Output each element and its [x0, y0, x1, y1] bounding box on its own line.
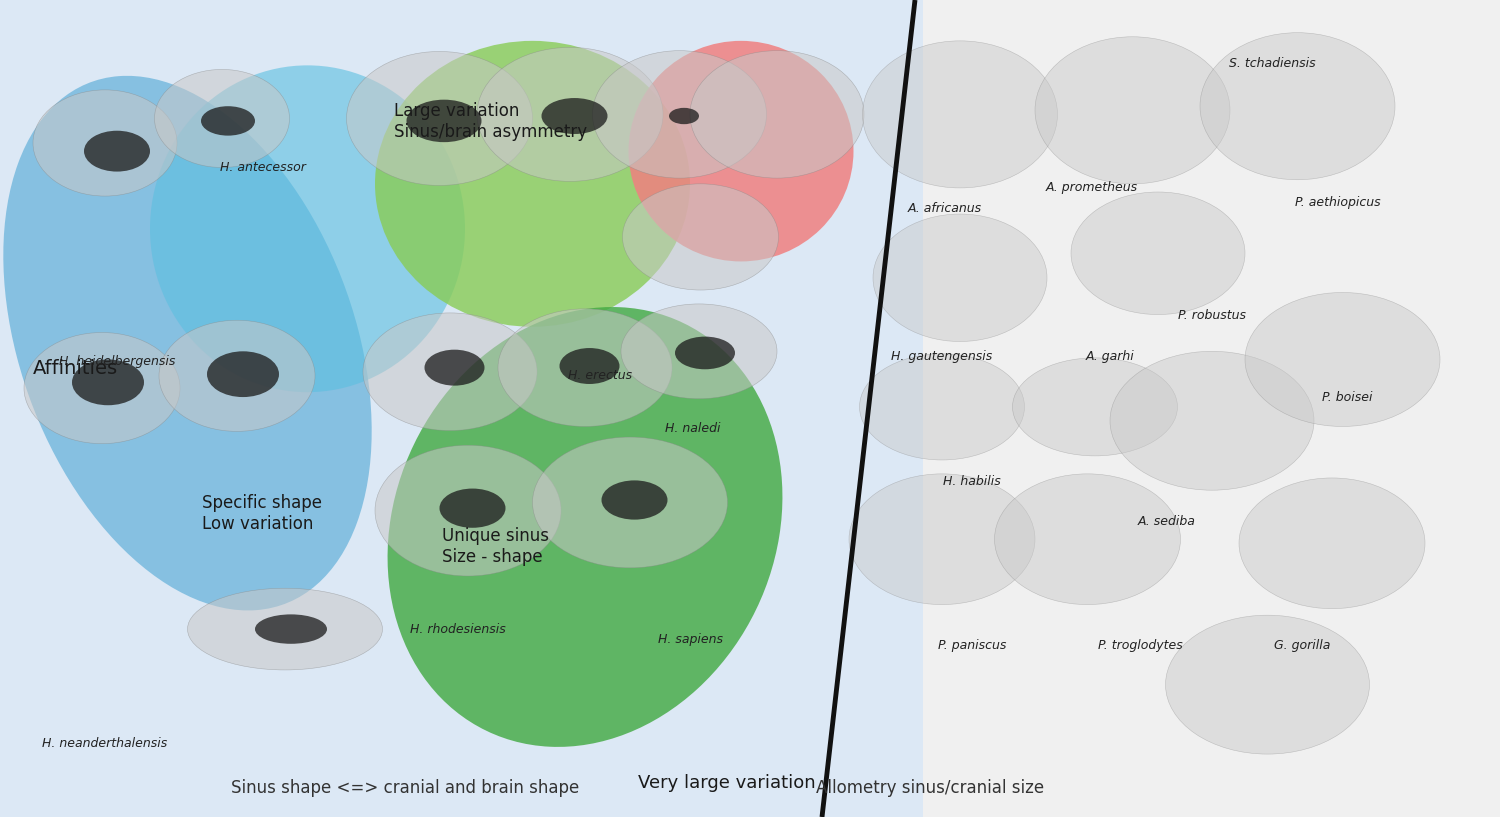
Text: P. robustus: P. robustus: [1178, 309, 1246, 322]
Text: H. antecessor: H. antecessor: [219, 161, 306, 174]
Ellipse shape: [406, 100, 482, 142]
Text: Unique sinus
Size - shape: Unique sinus Size - shape: [442, 527, 549, 565]
Ellipse shape: [375, 41, 690, 327]
Ellipse shape: [994, 474, 1180, 605]
Ellipse shape: [159, 320, 315, 431]
Text: A. sediba: A. sediba: [1138, 515, 1196, 528]
Ellipse shape: [424, 350, 484, 386]
Text: H. habilis: H. habilis: [944, 475, 1000, 489]
Ellipse shape: [150, 65, 465, 392]
Ellipse shape: [387, 307, 783, 747]
Ellipse shape: [602, 480, 668, 520]
Ellipse shape: [862, 41, 1058, 188]
Text: P. boisei: P. boisei: [1322, 391, 1372, 404]
Ellipse shape: [375, 445, 561, 576]
Ellipse shape: [188, 588, 382, 670]
Ellipse shape: [346, 51, 532, 185]
Ellipse shape: [477, 47, 663, 181]
Ellipse shape: [33, 90, 177, 196]
Ellipse shape: [72, 359, 144, 405]
Ellipse shape: [628, 41, 854, 261]
Text: P. troglodytes: P. troglodytes: [1098, 639, 1182, 652]
Ellipse shape: [498, 309, 672, 426]
Ellipse shape: [1200, 33, 1395, 180]
Text: S. tchadiensis: S. tchadiensis: [1228, 57, 1316, 70]
Ellipse shape: [592, 51, 766, 178]
Text: Sinus shape <=> cranial and brain shape: Sinus shape <=> cranial and brain shape: [231, 779, 579, 797]
Text: Affinities: Affinities: [33, 359, 118, 378]
Ellipse shape: [622, 184, 778, 290]
Bar: [922, 0, 1500, 817]
Ellipse shape: [363, 313, 537, 431]
Text: G. gorilla: G. gorilla: [1274, 639, 1330, 652]
Ellipse shape: [1110, 351, 1314, 490]
Text: H. rhodesiensis: H. rhodesiensis: [410, 623, 506, 636]
Ellipse shape: [669, 108, 699, 124]
Text: H. neanderthalensis: H. neanderthalensis: [42, 737, 168, 750]
Ellipse shape: [1239, 478, 1425, 609]
Ellipse shape: [1071, 192, 1245, 315]
Ellipse shape: [542, 98, 608, 134]
Text: H. heidelbergensis: H. heidelbergensis: [58, 355, 176, 368]
Ellipse shape: [849, 474, 1035, 605]
Ellipse shape: [1035, 37, 1230, 184]
Text: H. naledi: H. naledi: [666, 422, 720, 435]
Ellipse shape: [675, 337, 735, 369]
Text: Allometry sinus/cranial size: Allometry sinus/cranial size: [816, 779, 1044, 797]
Ellipse shape: [3, 76, 372, 610]
Text: A. garhi: A. garhi: [1086, 350, 1134, 363]
Ellipse shape: [1166, 615, 1370, 754]
Ellipse shape: [621, 304, 777, 399]
Ellipse shape: [201, 106, 255, 136]
Ellipse shape: [24, 333, 180, 444]
Ellipse shape: [1013, 358, 1178, 456]
Text: H. gautengensis: H. gautengensis: [891, 350, 993, 363]
Text: A. prometheus: A. prometheus: [1046, 181, 1138, 194]
Ellipse shape: [440, 489, 506, 528]
Bar: [0, 0, 922, 817]
Text: A. africanus: A. africanus: [908, 202, 983, 215]
Ellipse shape: [154, 69, 290, 167]
Text: P. aethiopicus: P. aethiopicus: [1294, 196, 1382, 209]
Text: Specific shape
Low variation: Specific shape Low variation: [202, 494, 322, 533]
Ellipse shape: [255, 614, 327, 644]
Ellipse shape: [532, 437, 728, 568]
Ellipse shape: [207, 351, 279, 397]
Text: Large variation
Sinus/brain asymmetry: Large variation Sinus/brain asymmetry: [394, 102, 588, 141]
Ellipse shape: [84, 131, 150, 172]
Text: H. sapiens: H. sapiens: [657, 633, 723, 646]
Text: H. erectus: H. erectus: [568, 369, 632, 382]
Text: Very large variation: Very large variation: [638, 774, 815, 792]
Ellipse shape: [1245, 292, 1440, 426]
Ellipse shape: [859, 354, 1024, 460]
Ellipse shape: [690, 51, 864, 178]
Text: P. paniscus: P. paniscus: [938, 639, 1006, 652]
Ellipse shape: [560, 348, 620, 384]
Ellipse shape: [873, 214, 1047, 342]
